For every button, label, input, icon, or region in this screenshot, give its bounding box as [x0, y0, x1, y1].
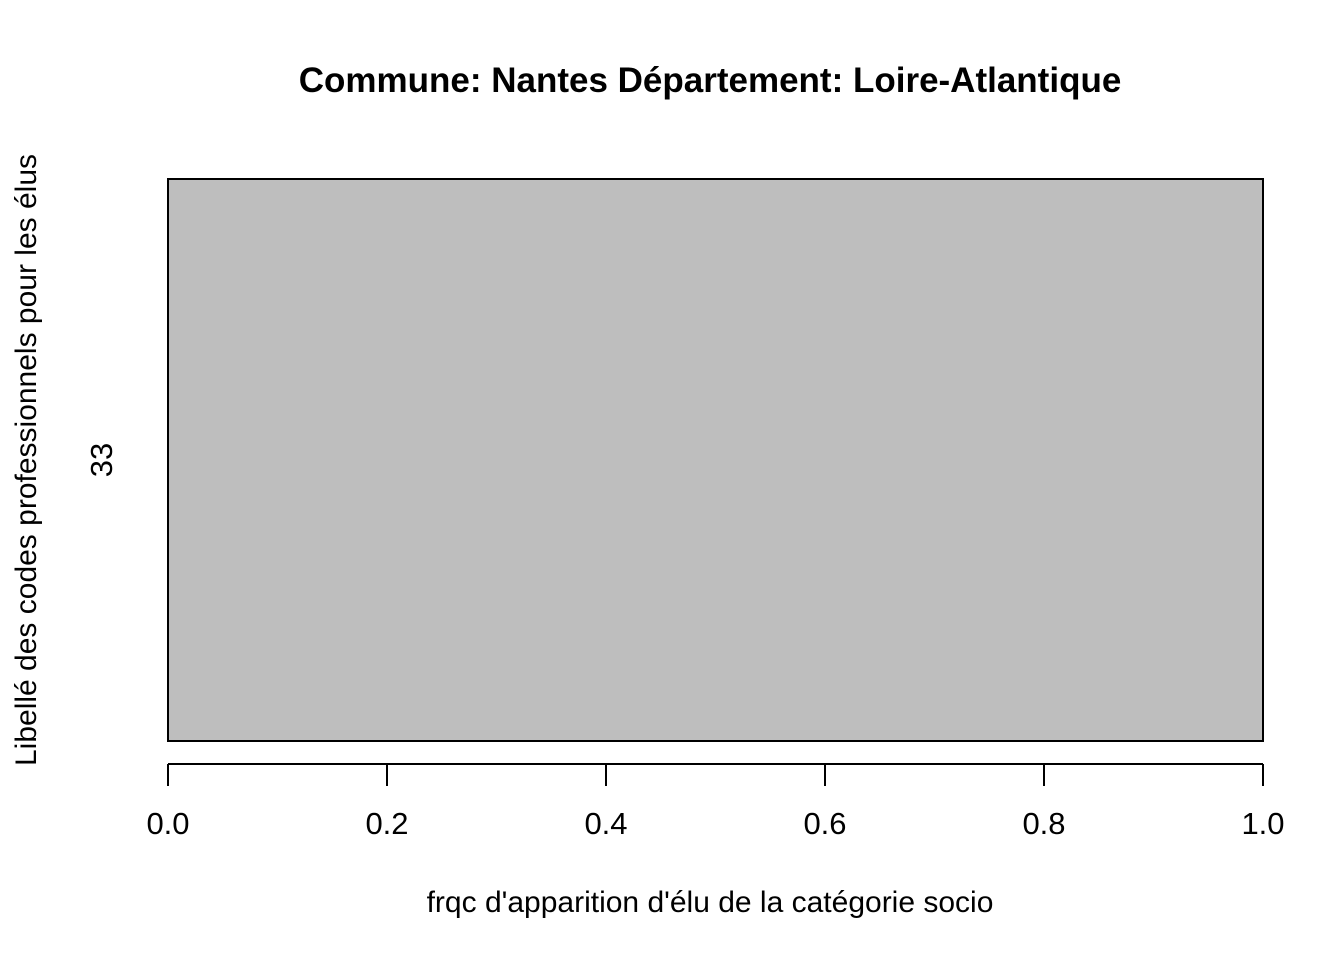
x-tick-label: 0.6: [803, 806, 846, 841]
bars-group: [167, 178, 1264, 742]
y-axis-label: Libellé des codes professionnels pour le…: [10, 154, 43, 766]
x-axis: 0.0 0.2 0.4 0.6 0.8 1.0: [146, 763, 1285, 841]
bar-33: [167, 178, 1264, 742]
x-tick-label: 1.0: [1241, 806, 1284, 841]
y-tick-labels: 33: [84, 443, 119, 477]
y-tick-label: 33: [84, 443, 119, 477]
x-tick-label: 0.8: [1022, 806, 1065, 841]
x-tick-label: 0.0: [146, 806, 189, 841]
x-axis-label: frqc d'apparition d'élu de la catégorie …: [427, 886, 994, 919]
x-tick-label: 0.4: [584, 806, 627, 841]
x-tick-label: 0.2: [365, 806, 408, 841]
chart-title: Commune: Nantes Département: Loire-Atlan…: [299, 61, 1122, 100]
